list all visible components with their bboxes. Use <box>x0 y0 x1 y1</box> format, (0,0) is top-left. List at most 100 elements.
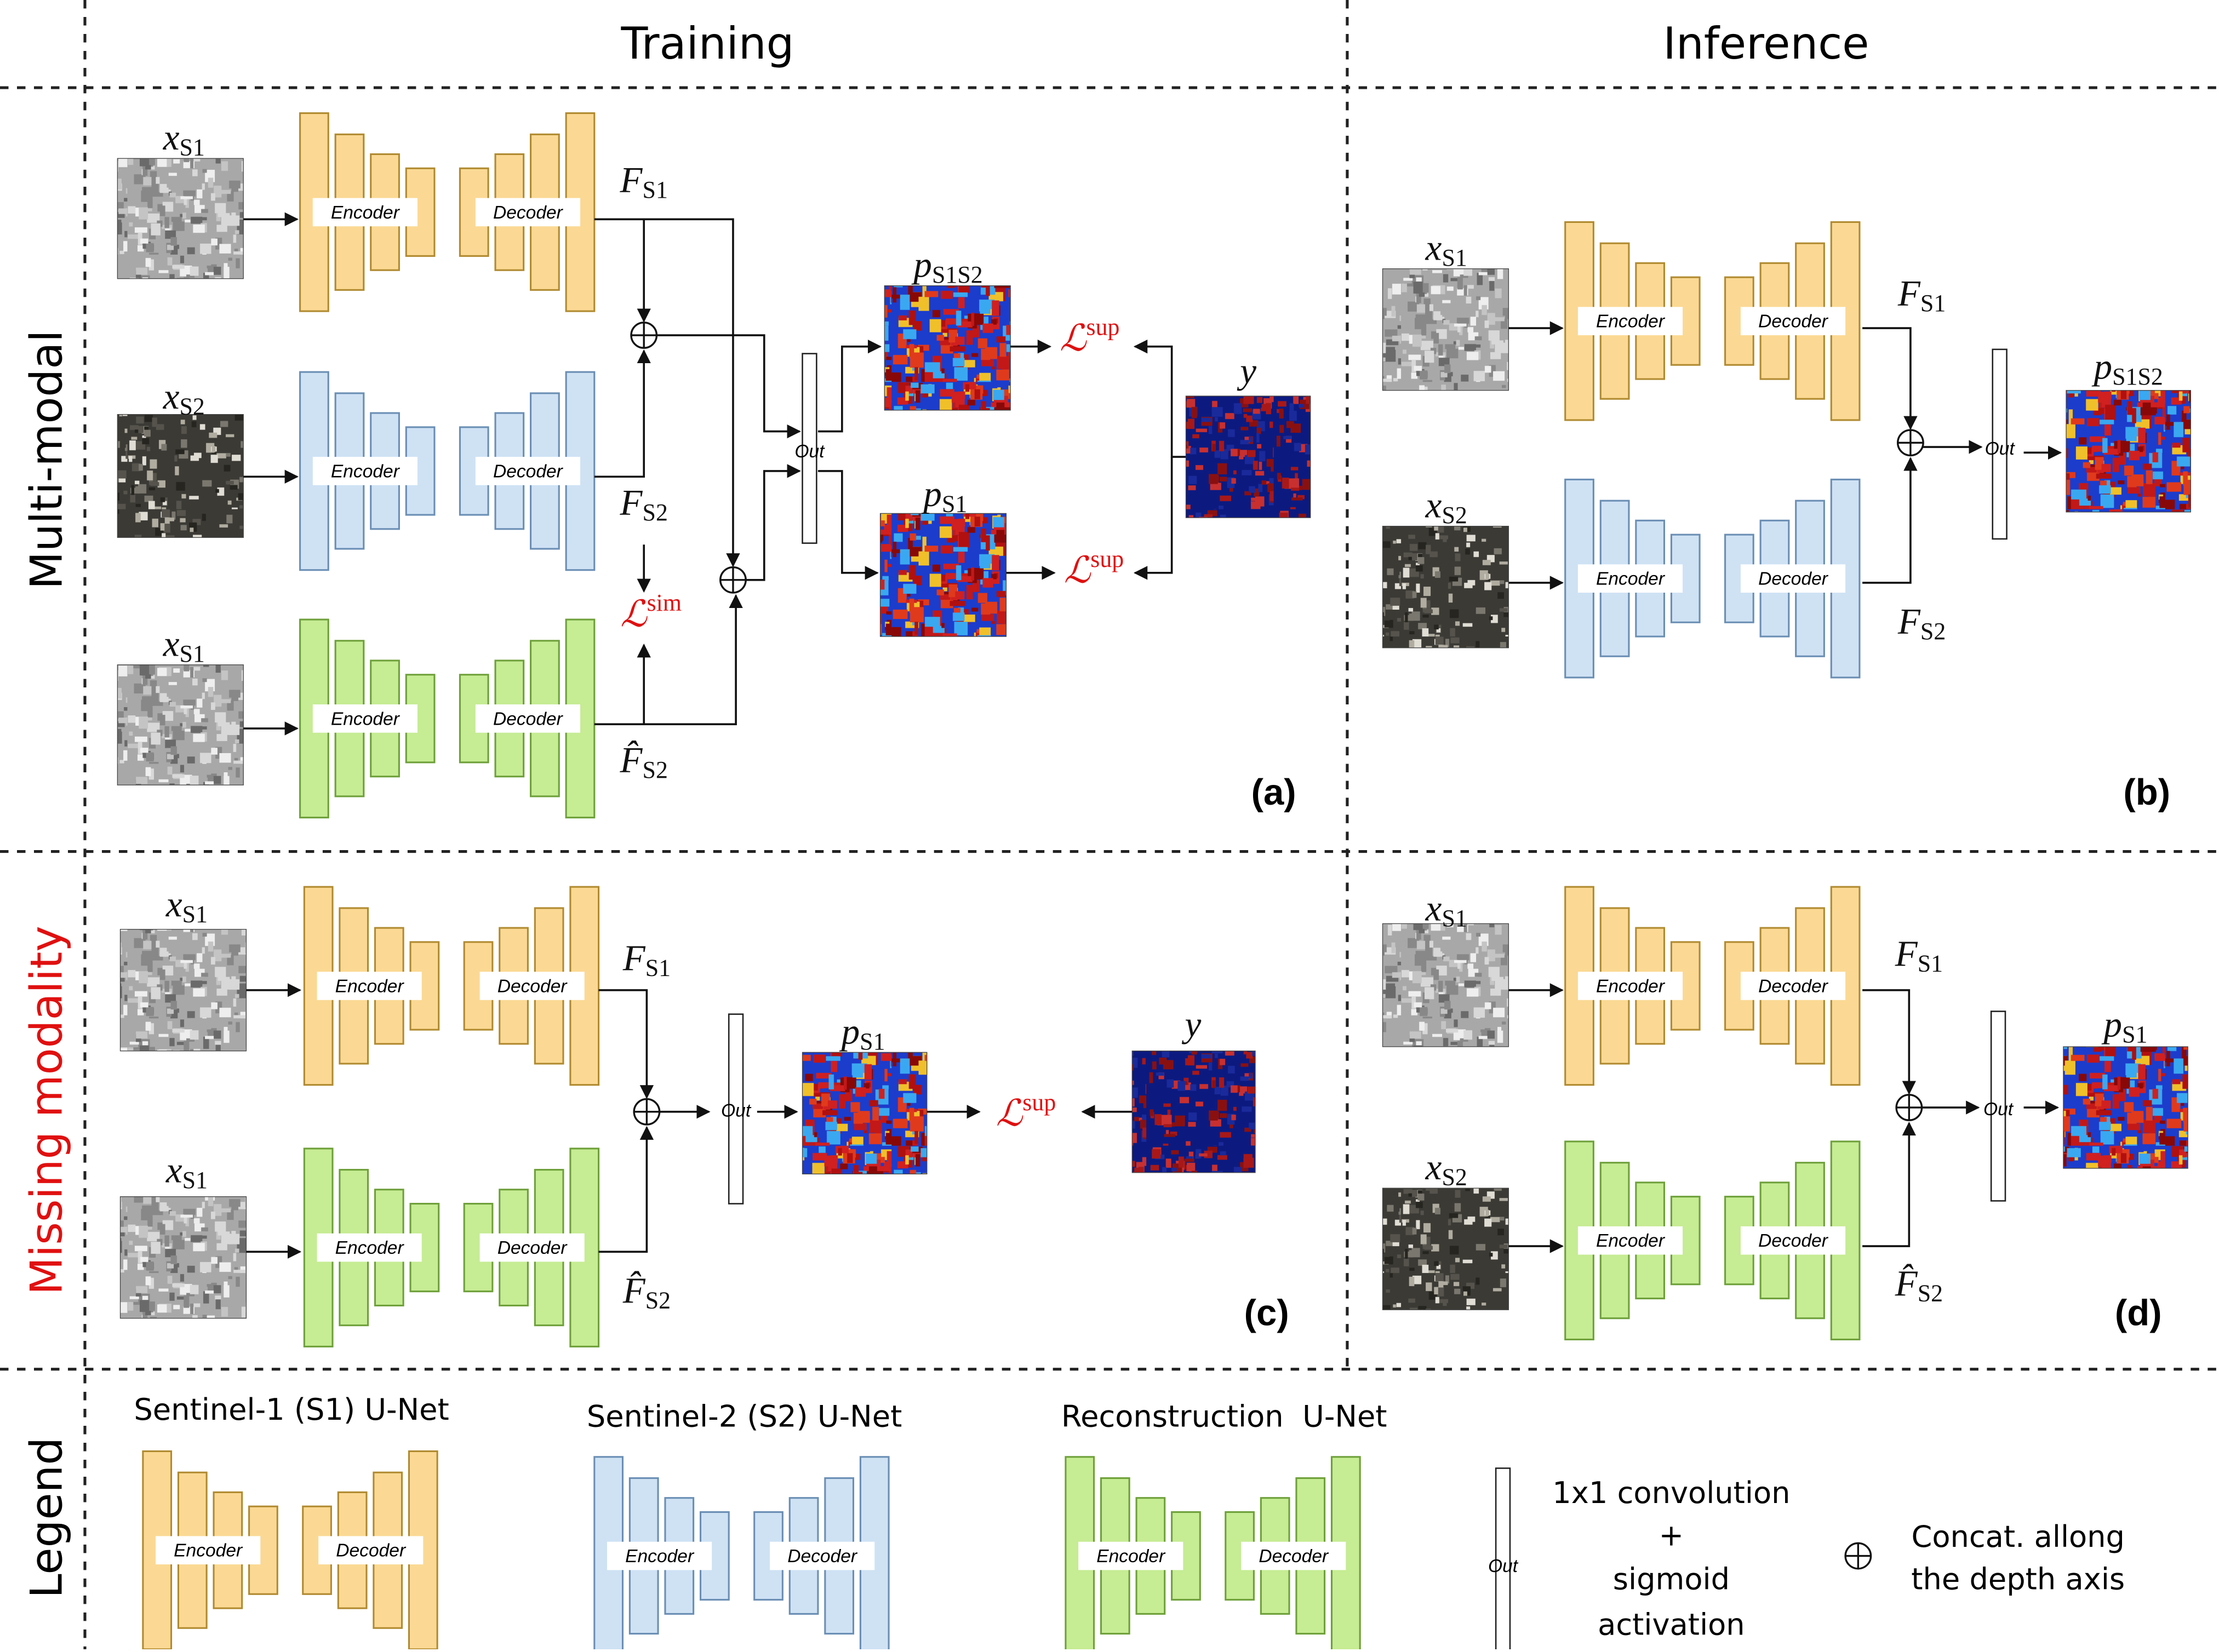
image <box>2066 391 2191 512</box>
symbol-sub: S1 <box>942 491 967 518</box>
symbol-base: p <box>839 1011 860 1052</box>
symbol-base: p <box>2102 1004 2123 1045</box>
legend-title: Sentinel-1 (S1) U-Net <box>134 1392 449 1427</box>
symbol-sub: S1S2 <box>932 262 983 288</box>
encoder-label: Encoder <box>331 203 401 223</box>
image <box>117 158 243 278</box>
image <box>1383 526 1509 648</box>
image <box>121 1197 247 1318</box>
symbol-sub: S1 <box>182 1167 208 1194</box>
arrow <box>1135 347 1186 457</box>
image <box>884 286 1010 410</box>
symbol: y <box>1237 351 1256 392</box>
symbol: ℒsup <box>1064 546 1124 591</box>
symbol-sub: S2 <box>179 393 204 420</box>
symbol-base: ℒ <box>1060 318 1087 359</box>
legend-text: 1x1 convolution <box>1552 1476 1790 1510</box>
image <box>117 415 243 538</box>
arrow <box>599 1127 647 1252</box>
image <box>1186 396 1310 518</box>
symbol-sub: S2 <box>1920 618 1946 645</box>
decoder-label: Decoder <box>493 461 564 481</box>
arrow <box>1862 1123 1909 1246</box>
arrow <box>1862 328 1911 428</box>
symbol: F̂S2 <box>622 1270 671 1313</box>
symbol-base: ℒ <box>996 1093 1023 1134</box>
decoder-label: Decoder <box>787 1546 858 1567</box>
image <box>117 665 243 785</box>
symbol: pS1 <box>921 473 967 517</box>
panel-label: (a) <box>1251 772 1296 813</box>
arrow <box>594 351 644 477</box>
symbol: xS2 <box>1425 1147 1467 1191</box>
image <box>803 1052 927 1174</box>
symbol-base: F̂ <box>1895 1263 1918 1304</box>
decoder-label: Decoder <box>497 1238 568 1258</box>
symbol-sub: S2 <box>1442 1165 1467 1191</box>
encoder-label: Encoder <box>174 1541 243 1561</box>
row-header: Missing modality <box>21 926 72 1295</box>
symbol-sup: sim <box>647 590 682 616</box>
symbol-sub: S1 <box>179 135 204 161</box>
encoder-label: Encoder <box>335 976 405 996</box>
encoder-label: Encoder <box>1596 976 1666 996</box>
symbol-base: F̂ <box>620 739 643 781</box>
symbol-base: x <box>163 376 180 417</box>
symbol-base: F <box>1895 933 1918 974</box>
symbol-sub: S1 <box>1442 905 1467 932</box>
symbol: xS1 <box>163 623 205 667</box>
arrow <box>818 347 880 432</box>
symbol: pS1S2 <box>911 244 982 288</box>
symbol: ℒsup <box>1060 314 1119 359</box>
symbol: FS2 <box>620 482 668 526</box>
decoder-label: Decoder <box>1259 1546 1329 1567</box>
image <box>121 930 247 1051</box>
symbol-sub: S2 <box>643 500 668 526</box>
symbol: FS1 <box>1895 933 1943 977</box>
symbol-base: y <box>1237 351 1256 392</box>
symbol-sub: S2 <box>1442 502 1467 529</box>
encoder-label: Encoder <box>335 1238 405 1258</box>
decoder-label: Decoder <box>493 709 564 729</box>
symbol-sub: S2 <box>643 757 668 783</box>
decoder-label: Decoder <box>497 976 568 996</box>
symbol: FS1 <box>622 937 671 981</box>
arrow <box>656 335 799 432</box>
symbol-base: ℒ <box>620 594 648 635</box>
symbol: F̂S2 <box>1895 1263 1943 1306</box>
symbol-base: F <box>1897 601 1921 642</box>
symbol: xS2 <box>163 376 205 420</box>
decoder-label: Decoder <box>1758 976 1829 996</box>
arrow <box>818 471 877 573</box>
symbol-base: x <box>1425 1147 1442 1188</box>
out-label: Out <box>794 441 825 462</box>
legend-text: sigmoid <box>1613 1562 1730 1597</box>
symbol: F̂S2 <box>620 739 668 783</box>
legend-title: Reconstruction U-Net <box>1061 1399 1387 1434</box>
out-label: Out <box>1488 1556 1519 1576</box>
image <box>880 513 1006 636</box>
symbol-sub: S1 <box>643 177 668 203</box>
panel-label: (b) <box>2123 772 2170 813</box>
panel-label: (c) <box>1244 1292 1289 1333</box>
symbol-base: x <box>165 884 182 925</box>
symbol-base: F <box>1897 273 1921 314</box>
symbol-sub: S1 <box>2122 1022 2147 1048</box>
symbol: xS1 <box>165 1150 208 1194</box>
symbol-base: x <box>1425 227 1442 268</box>
decoder-label: Decoder <box>336 1541 407 1561</box>
symbol-base: x <box>163 117 180 158</box>
symbol-sup: sup <box>1086 314 1120 341</box>
legend-title: Sentinel-2 (S2) U-Net <box>587 1399 902 1434</box>
symbol-base: x <box>163 623 180 664</box>
symbol-sub: S2 <box>1918 1280 1943 1306</box>
symbol: pS1 <box>839 1011 885 1055</box>
symbol-base: F <box>620 159 643 200</box>
page: {"headers":{"columns":["Training","Infer… <box>0 0 2219 1649</box>
arrow <box>1862 458 1911 583</box>
symbol-base: x <box>165 1150 182 1191</box>
symbol-sub: S1 <box>179 641 204 667</box>
encoder-label: Encoder <box>331 461 401 481</box>
legend-text: the depth axis <box>1911 1562 2125 1597</box>
symbol-sup: sup <box>1090 546 1124 572</box>
